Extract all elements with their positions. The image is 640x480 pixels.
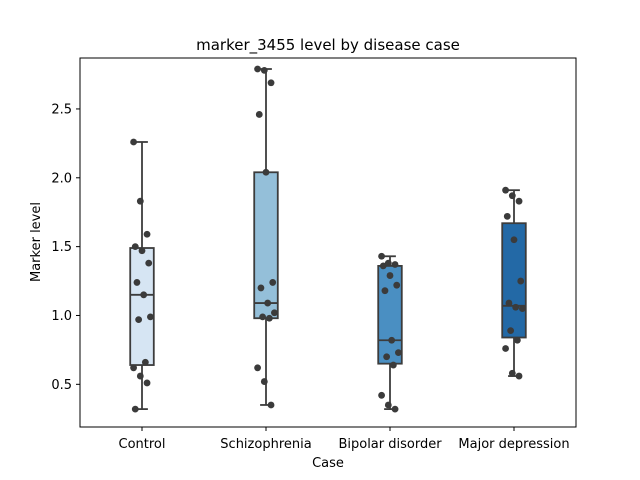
data-point (254, 65, 261, 73)
box-group (377, 252, 403, 413)
data-point (131, 243, 139, 251)
data-point (505, 299, 513, 307)
data-point (393, 281, 401, 289)
data-point (391, 405, 399, 413)
data-point (508, 192, 516, 200)
box-body (253, 171, 279, 320)
box-group (129, 138, 155, 413)
data-point (502, 186, 509, 194)
box-group (501, 186, 527, 380)
data-point (136, 372, 144, 380)
data-point (257, 284, 265, 292)
x-tick-label: Major depression (458, 437, 569, 452)
chart-title: marker_3455 level by disease case (196, 36, 460, 55)
data-point (386, 272, 394, 279)
data-point (259, 313, 267, 321)
y-tick-label: 1.0 (51, 309, 72, 324)
data-point (267, 401, 275, 409)
data-point (267, 79, 275, 87)
data-point (271, 309, 278, 317)
data-point (138, 247, 146, 255)
data-point (381, 287, 389, 295)
data-point (378, 391, 385, 399)
data-point (140, 291, 148, 299)
box-body (377, 265, 403, 365)
x-tick-label: Bipolar disorder (338, 437, 442, 452)
axes-frame (79, 57, 577, 428)
data-point (510, 236, 518, 244)
data-point (136, 197, 144, 205)
data-point (507, 327, 515, 335)
data-point (512, 303, 520, 311)
box-group (253, 65, 279, 409)
data-point (130, 364, 137, 372)
data-point (384, 259, 392, 267)
y-tick-label: 0.5 (51, 378, 72, 393)
data-point (147, 313, 154, 321)
data-point (143, 379, 151, 387)
x-tick-label: Schizophrenia (220, 437, 311, 452)
x-tick-label: Control (119, 437, 166, 452)
data-point (265, 314, 273, 322)
data-point (513, 336, 521, 344)
y-tick-label: 2.0 (51, 171, 72, 186)
data-point (260, 378, 268, 385)
data-point (269, 279, 277, 286)
data-point (133, 279, 141, 286)
data-point (255, 111, 263, 118)
data-point (254, 364, 261, 372)
data-point (379, 262, 387, 270)
data-point (515, 197, 523, 205)
data-point (389, 361, 397, 369)
data-point (145, 259, 153, 267)
y-axis-label: Marker level (29, 202, 44, 282)
y-tick-label: 2.5 (51, 102, 72, 117)
x-axis-label: Case (312, 456, 344, 471)
data-point (143, 230, 151, 238)
data-point (141, 358, 149, 366)
data-point (384, 401, 392, 409)
data-point (388, 336, 396, 344)
data-point (515, 372, 523, 380)
data-point (383, 353, 391, 361)
data-point (378, 252, 385, 260)
data-point (508, 369, 516, 377)
data-point (391, 261, 399, 268)
data-point (519, 305, 526, 312)
data-point (502, 345, 509, 352)
data-point (264, 299, 272, 307)
data-point (503, 212, 511, 220)
data-point (395, 349, 402, 357)
y-tick-label: 1.5 (51, 240, 72, 255)
data-point (517, 277, 525, 285)
data-point (260, 66, 268, 74)
data-point (131, 405, 139, 413)
plot-area (129, 65, 527, 413)
data-point (135, 316, 143, 324)
data-point (130, 138, 137, 146)
data-point (262, 168, 270, 176)
